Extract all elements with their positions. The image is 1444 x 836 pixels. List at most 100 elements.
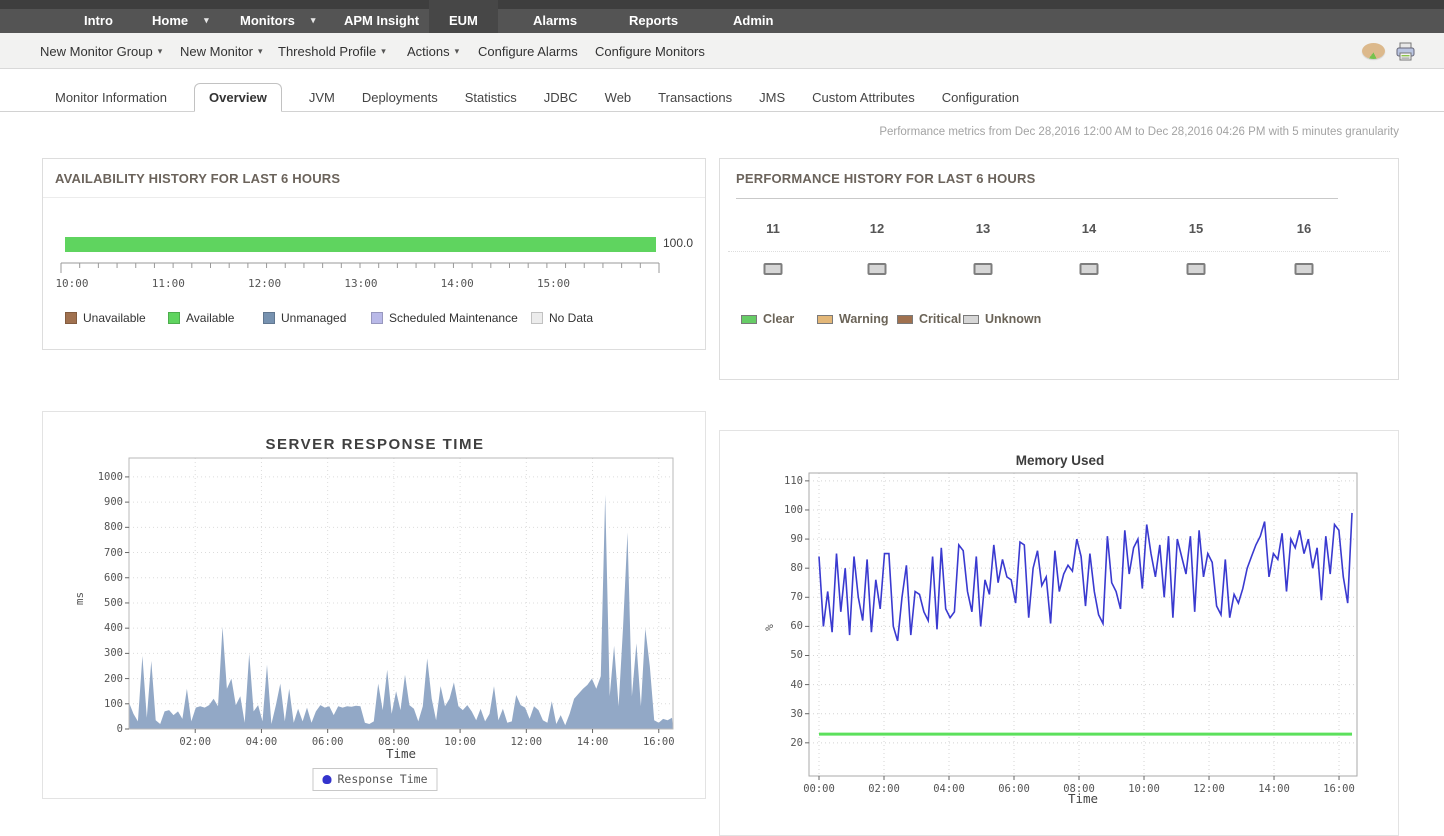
- nav-item-alarms[interactable]: Alarms: [533, 0, 577, 33]
- toolbar-item-new-monitor-group[interactable]: New Monitor Group ▾: [40, 33, 162, 69]
- response-x-tick: 10:00: [444, 736, 476, 748]
- tab-deployments[interactable]: Deployments: [361, 90, 438, 105]
- nav-item-home[interactable]: Home ▾: [152, 0, 209, 33]
- response-y-tick: 300: [104, 647, 123, 660]
- availability-panel-title: AVAILABILITY HISTORY FOR LAST 6 HOURS: [43, 159, 705, 198]
- response-x-tick: 04:00: [245, 736, 278, 748]
- availability-x-tick: 11:00: [151, 277, 185, 290]
- chevron-down-icon: ▾: [204, 14, 209, 25]
- response-x-tick: 16:00: [642, 736, 675, 748]
- memory-x-tick: 14:00: [1258, 783, 1290, 795]
- legend-swatch: [531, 312, 543, 324]
- response-y-tick: 1000: [97, 470, 123, 483]
- nav-item-eum[interactable]: EUM: [429, 0, 498, 33]
- tab-custom-attributes[interactable]: Custom Attributes: [812, 90, 915, 105]
- tab-jms[interactable]: JMS: [759, 90, 786, 105]
- memory-x-tick: 10:00: [1128, 783, 1160, 795]
- performance-hour-label: 12: [869, 221, 885, 236]
- top-navbar: Intro Home ▾ Monitors ▾ APM Insight EUM Alarms R…: [0, 0, 1444, 33]
- memory-x-tick: 16:00: [1323, 783, 1355, 795]
- response-series-marker: [322, 774, 332, 784]
- nav-item-monitors[interactable]: Monitors ▾: [240, 0, 315, 33]
- legend-swatch: [963, 314, 979, 324]
- legend-swatch: [741, 314, 757, 324]
- legend-item-clear: Clear: [741, 312, 794, 326]
- toolbar-item-label: New Monitor Group: [40, 43, 153, 59]
- memory-x-axis-label: Time: [1067, 791, 1099, 806]
- toolbar: New Monitor Group ▾ New Monitor ▾ Threshold …: [0, 33, 1444, 69]
- nav-item-admin[interactable]: Admin: [733, 0, 773, 33]
- response-y-tick: 0: [116, 723, 123, 735]
- legend-item-no-data: No Data: [531, 311, 593, 325]
- legend-item-available: Available: [168, 311, 234, 325]
- memory-x-tick: 08:00: [1063, 783, 1095, 795]
- tab-transactions[interactable]: Transactions: [658, 90, 733, 105]
- performance-hour-label: 16: [1296, 221, 1312, 236]
- response-y-tick: 800: [104, 521, 123, 534]
- legend-label: Warning: [839, 312, 889, 326]
- performance-panel: PERFORMANCE HISTORY FOR LAST 6 HOURS 11 1…: [719, 158, 1399, 380]
- response-y-tick: 100: [104, 697, 123, 710]
- pie-chart-icon[interactable]: [1362, 43, 1385, 59]
- response-y-tick: 200: [104, 672, 123, 685]
- memory-y-tick: 90: [790, 533, 803, 546]
- legend-swatch: [65, 312, 77, 324]
- chevron-down-icon: ▾: [381, 45, 386, 56]
- response-x-tick: 12:00: [510, 736, 543, 748]
- memory-x-tick: 02:00: [868, 783, 900, 795]
- nav-item-label: Alarms: [533, 12, 578, 28]
- printer-icon[interactable]: [1395, 42, 1416, 61]
- memory-chart-title: Memory Used: [1015, 453, 1105, 468]
- legend-swatch: [263, 312, 275, 324]
- legend-item-unavailable: Unavailable: [65, 311, 146, 325]
- response-y-tick: 500: [104, 596, 123, 609]
- chevron-down-icon: ▾: [454, 45, 460, 56]
- hour-status-box-12[interactable]: [867, 263, 887, 275]
- toolbar-item-configure-alarms[interactable]: Configure Alarms: [478, 33, 578, 69]
- nav-item-apm-insight[interactable]: APM Insight: [344, 0, 419, 33]
- hour-status-box-11[interactable]: [763, 263, 783, 275]
- availability-bar[interactable]: [65, 237, 656, 252]
- nav-item-label: Admin: [733, 12, 774, 28]
- tab-web[interactable]: Web: [604, 90, 632, 105]
- nav-item-label: EUM: [449, 12, 478, 28]
- legend-label: Critical: [919, 312, 962, 326]
- memory-y-tick: 70: [790, 591, 803, 604]
- response-x-tick: 06:00: [311, 736, 344, 748]
- toolbar-item-actions[interactable]: Actions ▾: [407, 33, 459, 69]
- legend-item-scheduled-maintenance: Scheduled Maintenance: [371, 311, 518, 325]
- tab-jvm[interactable]: JVM: [308, 90, 335, 105]
- performance-hour-label: 13: [975, 221, 991, 236]
- toolbar-item-new-monitor[interactable]: New Monitor ▾: [180, 33, 263, 69]
- nav-item-intro[interactable]: Intro: [84, 0, 113, 33]
- response-time-chart: [125, 457, 674, 733]
- tab-configuration[interactable]: Configuration: [941, 90, 1020, 105]
- response-y-tick: 700: [104, 546, 123, 559]
- response-time-legend: Response Time: [312, 768, 438, 791]
- availability-x-tick: 13:00: [344, 277, 378, 290]
- toolbar-item-threshold-profile[interactable]: Threshold Profile ▾: [278, 33, 386, 69]
- memory-y-tick: 20: [790, 736, 803, 749]
- legend-item-unknown: Unknown: [963, 312, 1041, 326]
- tab-statistics[interactable]: Statistics: [464, 90, 517, 105]
- nav-item-label: Reports: [629, 12, 679, 28]
- response-x-tick: 08:00: [378, 736, 410, 748]
- nav-item-reports[interactable]: Reports: [629, 0, 678, 33]
- hour-status-box-13[interactable]: [973, 263, 993, 275]
- hour-status-box-15[interactable]: [1186, 263, 1206, 275]
- memory-y-tick: 40: [790, 678, 803, 691]
- memory-used-panel: Memory Used % Time 20 30 40 50 60 70 80 90 100 11…: [719, 430, 1399, 836]
- availability-x-tick: 12:00: [248, 277, 282, 290]
- memory-y-tick: 60: [790, 620, 803, 633]
- toolbar-item-label: Configure Alarms: [478, 43, 578, 59]
- toolbar-item-configure-monitors[interactable]: Configure Monitors: [595, 33, 705, 69]
- toolbar-item-label: Threshold Profile: [278, 43, 377, 59]
- hour-status-box-14[interactable]: [1079, 263, 1099, 275]
- hour-status-box-16[interactable]: [1294, 263, 1314, 275]
- tab-overview[interactable]: Overview: [194, 83, 282, 112]
- memory-y-tick: 50: [790, 649, 803, 662]
- tab-jdbc[interactable]: JDBC: [543, 90, 578, 105]
- response-x-axis-label: Time: [385, 746, 417, 761]
- tab-monitor-information[interactable]: Monitor Information: [55, 90, 167, 105]
